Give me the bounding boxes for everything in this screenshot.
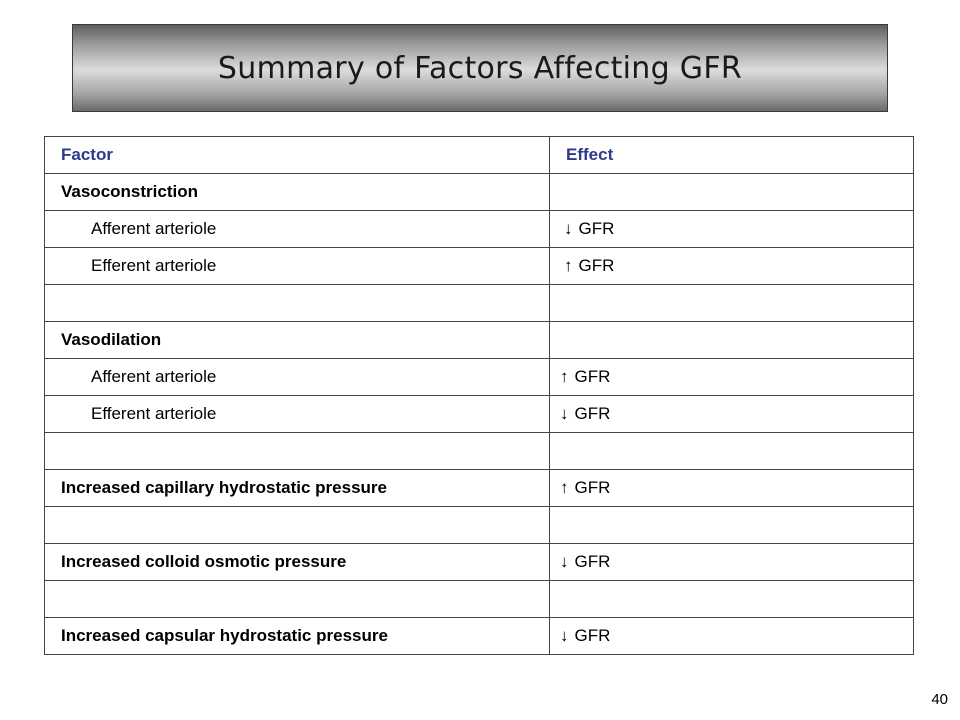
down-arrow-icon: ↓ [560, 404, 569, 423]
factor-cell [44, 432, 550, 470]
page-number: 40 [931, 691, 948, 708]
up-arrow-icon: ↑ [564, 256, 573, 275]
effect-cell [549, 284, 914, 322]
gfr-factors-table: Factor Effect Vasoconstriction Afferent … [44, 136, 914, 655]
factor-cell: Increased colloid osmotic pressure [44, 543, 550, 581]
effect-cell: ↑ GFR [549, 469, 914, 507]
down-arrow-icon: ↓ [560, 626, 569, 645]
table-row: Increased capsular hydrostatic pressure … [44, 617, 914, 655]
factor-cell: Increased capillary hydrostatic pressure [44, 469, 550, 507]
down-arrow-icon: ↓ [564, 219, 573, 238]
effect-cell: ↓ GFR [549, 543, 914, 581]
table-row [44, 284, 914, 322]
header-effect: Effect [549, 136, 914, 174]
effect-cell: ↓ GFR [549, 617, 914, 655]
factor-cell: Vasoconstriction [44, 173, 550, 211]
header-factor: Factor [44, 136, 550, 174]
effect-cell: ↑ GFR [549, 247, 914, 285]
effect-label: GFR [574, 404, 611, 423]
up-arrow-icon: ↑ [560, 478, 569, 497]
table-row: Increased capillary hydrostatic pressure… [44, 469, 914, 507]
table-row: Afferent arteriole ↑ GFR [44, 358, 914, 396]
slide-title: Summary of Factors Affecting GFR [217, 50, 743, 86]
table-row: Efferent arteriole ↑ GFR [44, 247, 914, 285]
factor-cell [44, 506, 550, 544]
effect-cell: ↓ GFR [549, 210, 914, 248]
factor-cell: Efferent arteriole [44, 395, 550, 433]
down-arrow-icon: ↓ [560, 552, 569, 571]
table-row [44, 432, 914, 470]
effect-cell [549, 506, 914, 544]
effect-cell [549, 580, 914, 618]
factor-cell: Afferent arteriole [44, 210, 550, 248]
factor-cell [44, 580, 550, 618]
factor-cell: Vasodilation [44, 321, 550, 359]
effect-label: GFR [574, 478, 611, 497]
effect-label: GFR [578, 256, 615, 275]
factor-cell [44, 284, 550, 322]
table-row: Increased colloid osmotic pressure ↓ GFR [44, 543, 914, 581]
effect-cell [549, 321, 914, 359]
effect-cell [549, 432, 914, 470]
table-header-row: Factor Effect [44, 136, 914, 174]
table-row [44, 506, 914, 544]
title-banner: Summary of Factors Affecting GFR [72, 24, 888, 112]
effect-label: GFR [578, 219, 615, 238]
effect-label: GFR [574, 626, 611, 645]
table-row: Efferent arteriole ↓ GFR [44, 395, 914, 433]
effect-cell [549, 173, 914, 211]
table-row: Vasoconstriction [44, 173, 914, 211]
up-arrow-icon: ↑ [560, 367, 569, 386]
effect-cell: ↑ GFR [549, 358, 914, 396]
table-row: Afferent arteriole ↓ GFR [44, 210, 914, 248]
factor-cell: Afferent arteriole [44, 358, 550, 396]
factor-cell: Increased capsular hydrostatic pressure [44, 617, 550, 655]
effect-cell: ↓ GFR [549, 395, 914, 433]
effect-label: GFR [574, 552, 611, 571]
table-row [44, 580, 914, 618]
effect-label: GFR [574, 367, 611, 386]
factor-cell: Efferent arteriole [44, 247, 550, 285]
table-row: Vasodilation [44, 321, 914, 359]
